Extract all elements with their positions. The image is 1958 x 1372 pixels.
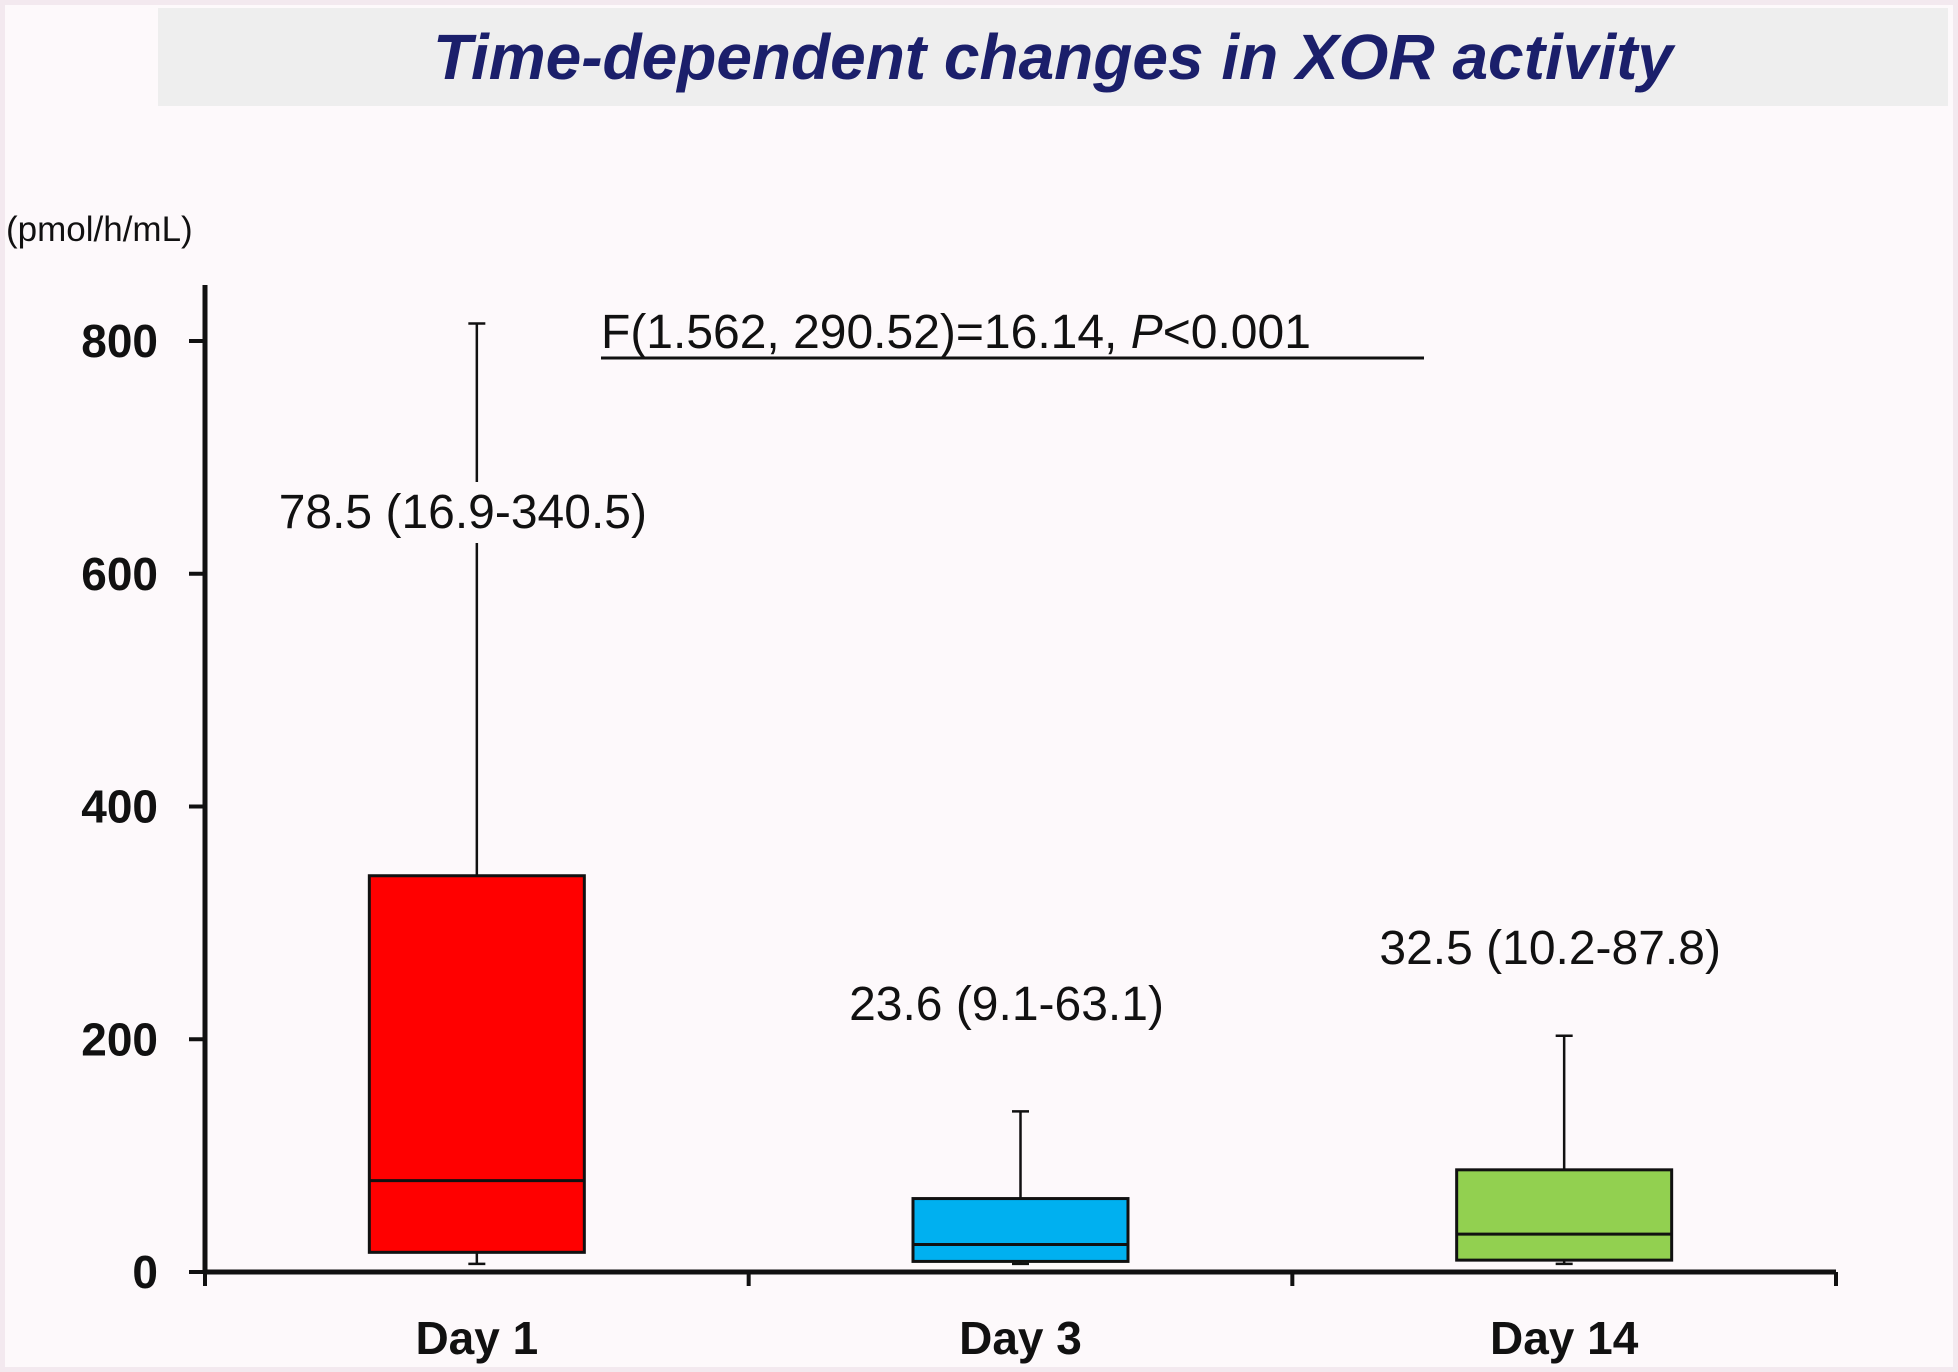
data-label: 32.5 (10.2-87.8) [1379,922,1721,975]
y-unit-label: (pmol/h/mL) [6,210,193,249]
iqr-box [1455,1168,1674,1262]
y-tick-label: 600 [81,548,158,600]
y-tick-label: 200 [81,1013,158,1065]
anova-suffix: <0.001 [1163,306,1311,359]
data-label-group: 78.5 (16.9-340.5) [272,482,653,543]
x-category-label: Day 1 [415,1312,538,1364]
data-label: 23.6 (9.1-63.1) [849,978,1164,1031]
box-day-3 [911,1110,1130,1266]
data-label-group: 32.5 (10.2-87.8) [1379,922,1721,975]
y-tick-label: 800 [81,315,158,367]
y-axis: 0 200 400 600 800 [81,285,208,1298]
anova-prefix: F(1.562, 290.52)=16.14, [601,306,1131,359]
title-band [158,8,1948,106]
iqr-box [911,1197,1130,1263]
data-label-group: 23.6 (9.1-63.1) [849,978,1164,1031]
x-category-label: Day 3 [959,1312,1082,1364]
anova-annotation: F(1.562, 290.52)=16.14, P<0.001 [601,306,1424,360]
anova-text: F(1.562, 290.52)=16.14, P<0.001 [601,306,1311,359]
chart-title: Time-dependent changes in XOR activity [433,21,1673,93]
data-label: 78.5 (16.9-340.5) [279,486,647,539]
anova-p-symbol: P [1131,306,1163,359]
y-tick-label: 0 [132,1246,158,1298]
boxes [367,322,1674,1266]
y-tick-label: 400 [81,781,158,833]
x-axis: Day 1 Day 3 Day 14 [203,1269,1838,1364]
box-day-1 [367,322,586,1266]
box-day-14 [1455,1034,1674,1266]
x-category-label: Day 14 [1490,1312,1639,1364]
data-label-background [272,482,653,543]
iqr-box [367,874,586,1254]
data-labels: 78.5 (16.9-340.5) 23.6 (9.1-63.1) 32.5 (10… [272,482,1721,1031]
